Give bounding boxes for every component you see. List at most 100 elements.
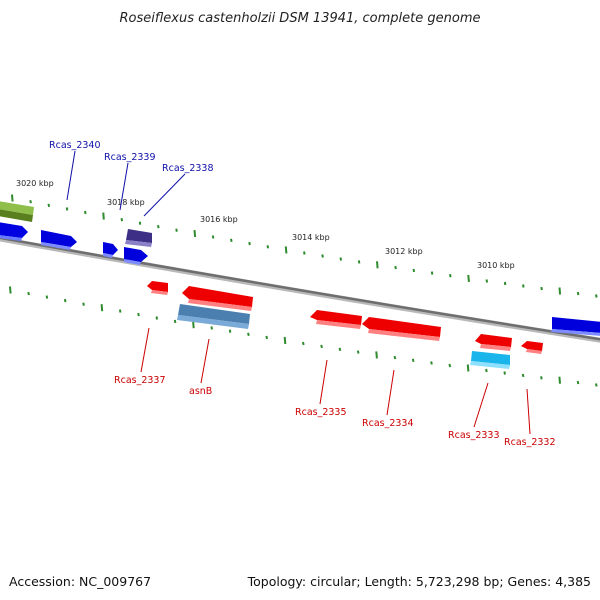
tick-outer-21 <box>394 265 397 270</box>
tick-inner-32 <box>595 383 598 387</box>
tick-outer-31 <box>576 291 580 296</box>
tick-inner-0 <box>9 286 12 294</box>
tick-outer-0 <box>11 194 14 202</box>
tick-outer-12 <box>230 238 233 242</box>
tick-outer-32 <box>595 294 598 298</box>
tick-outer-30 <box>558 287 562 295</box>
gene-labels: Rcas_2340 Rcas_2339 Rcas_2338 Rcas_2337 … <box>49 140 556 448</box>
gene-rcas-2338[interactable] <box>124 247 148 265</box>
tick-inner-8 <box>155 316 159 320</box>
reverse-genes <box>147 281 543 369</box>
tick-inner-30 <box>558 376 561 384</box>
label-rcas-2335[interactable]: Rcas_2335 <box>295 407 347 418</box>
tick-inner-31 <box>576 380 580 385</box>
footer-topology: Topology: circular; Length: 5,723,298 bp… <box>247 574 591 589</box>
gene-asnb-selected[interactable] <box>177 304 250 329</box>
tick-outer-28 <box>522 284 525 288</box>
tick-inner-5 <box>100 304 104 312</box>
forward-genes <box>0 201 600 336</box>
label-asnb[interactable]: asnB <box>189 386 212 397</box>
tick-inner-9 <box>173 319 177 324</box>
tick-inner-21 <box>393 355 397 360</box>
leader-rcas-2338 <box>143 173 186 217</box>
scale-label-3012: 3012 kbp <box>385 247 423 256</box>
backbone-line <box>0 236 600 341</box>
tick-inner-25 <box>466 364 470 372</box>
tick-inner-15 <box>283 336 287 345</box>
tick-outer-11 <box>211 235 215 239</box>
tick-inner-1 <box>27 291 30 296</box>
tick-outer-10 <box>193 230 197 238</box>
tick-row-outer <box>11 194 598 298</box>
tick-inner-6 <box>118 309 122 313</box>
tick-inner-14 <box>265 335 268 340</box>
label-rcas-2340[interactable]: Rcas_2340 <box>49 140 101 151</box>
tick-outer-17 <box>321 254 324 258</box>
gene-rcas-2337[interactable] <box>147 281 168 295</box>
scale-label-3016: 3016 kbp <box>200 215 238 224</box>
scale-labels: 3020 kbp 3018 kbp 3016 kbp 3014 kbp 3012… <box>16 179 515 270</box>
scale-label-3014: 3014 kbp <box>292 233 330 242</box>
scale-label-3020: 3020 kbp <box>16 179 54 188</box>
tick-outer-26 <box>485 279 489 283</box>
gene-rcas-2335[interactable] <box>310 310 362 329</box>
tick-outer-16 <box>303 251 306 255</box>
tick-row-inner <box>9 286 598 387</box>
leader-rcas-2332 <box>526 388 531 435</box>
tick-outer-5 <box>102 212 105 220</box>
gene-forward-offscreen-right[interactable] <box>551 317 600 336</box>
gene-rcas-2332[interactable] <box>521 341 543 354</box>
tick-outer-13 <box>248 241 251 246</box>
label-rcas-2339[interactable]: Rcas_2339 <box>104 152 156 163</box>
tick-outer-7 <box>138 221 142 225</box>
tick-outer-22 <box>412 268 416 273</box>
tick-inner-27 <box>503 371 506 375</box>
tick-outer-23 <box>430 271 434 275</box>
gene-asnb[interactable] <box>182 286 253 311</box>
tick-inner-22 <box>411 358 415 362</box>
tick-outer-14 <box>266 245 270 249</box>
tick-outer-29 <box>540 286 543 291</box>
scale-label-3018: 3018 kbp <box>107 198 145 207</box>
gene-forward-selected[interactable] <box>125 229 152 247</box>
tick-outer-4 <box>84 210 87 215</box>
tick-inner-17 <box>320 344 323 349</box>
footer-accession: Accession: NC_009767 <box>9 574 151 589</box>
leader-rcas-2333 <box>473 382 489 428</box>
gene-rcas-2334[interactable] <box>362 317 441 341</box>
label-rcas-2333[interactable]: Rcas_2333 <box>448 430 500 441</box>
tick-inner-23 <box>430 361 433 365</box>
gene-partial-green[interactable] <box>0 201 34 222</box>
label-rcas-2338[interactable]: Rcas_2338 <box>162 163 214 174</box>
tick-inner-16 <box>302 341 305 346</box>
label-rcas-2337[interactable]: Rcas_2337 <box>114 375 166 386</box>
tick-inner-3 <box>63 298 67 303</box>
leader-rcas-2334 <box>386 369 395 416</box>
label-rcas-2334[interactable]: Rcas_2334 <box>362 418 414 429</box>
gene-rcas-2333-highlight[interactable] <box>470 351 510 369</box>
tick-outer-9 <box>175 228 178 232</box>
backbone <box>0 236 600 343</box>
label-rcas-2332[interactable]: Rcas_2332 <box>504 437 556 448</box>
tick-outer-2 <box>47 203 51 207</box>
tick-inner-13 <box>247 332 250 336</box>
tick-outer-3 <box>65 207 69 211</box>
gene-forward-offscreen-left[interactable] <box>0 222 28 241</box>
tick-inner-10 <box>192 321 195 329</box>
tick-outer-20 <box>376 261 379 269</box>
tick-inner-26 <box>485 368 488 373</box>
leader-rcas-2337 <box>140 327 150 373</box>
tick-inner-20 <box>375 351 378 359</box>
tick-inner-2 <box>45 295 49 299</box>
tick-outer-19 <box>357 260 361 264</box>
tick-inner-19 <box>356 350 360 354</box>
gene-rcas-2340[interactable] <box>41 230 77 250</box>
gene-rcas-2339[interactable] <box>103 242 118 258</box>
tick-inner-29 <box>540 376 543 380</box>
tick-inner-12 <box>228 329 232 333</box>
gene-rcas-2333[interactable] <box>475 334 512 351</box>
tick-inner-11 <box>210 326 213 330</box>
tick-inner-18 <box>338 347 342 351</box>
leader-rcas-2340 <box>66 150 76 201</box>
